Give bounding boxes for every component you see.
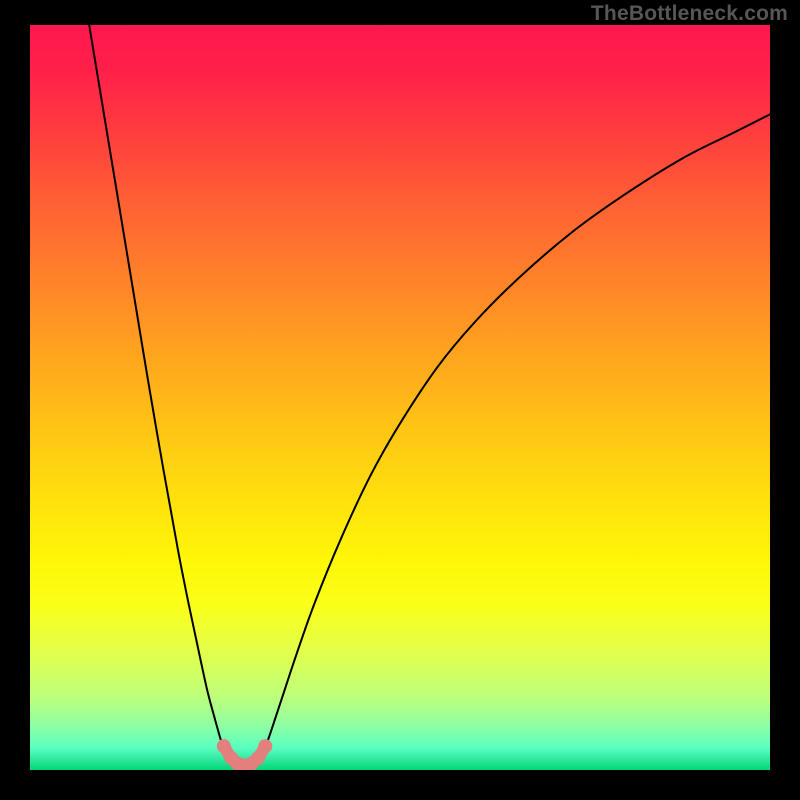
marker-dot [251, 751, 265, 765]
watermark-text: TheBottleneck.com [591, 2, 788, 26]
marker-dot [217, 739, 231, 753]
marker-dot [258, 739, 272, 753]
chart-root: TheBottleneck.com [0, 0, 800, 800]
plot-area [30, 25, 770, 770]
gradient-background [30, 25, 770, 770]
chart-svg [30, 25, 770, 770]
